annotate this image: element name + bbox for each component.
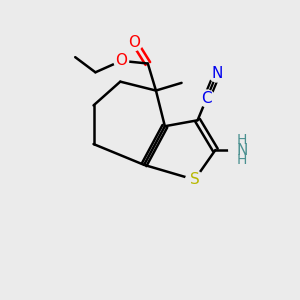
Text: H: H	[237, 153, 247, 167]
Text: O: O	[128, 34, 140, 50]
Text: N: N	[211, 66, 223, 81]
Circle shape	[114, 53, 129, 68]
Circle shape	[229, 138, 253, 162]
Circle shape	[126, 34, 143, 50]
Text: N: N	[236, 142, 248, 158]
Text: O: O	[115, 53, 127, 68]
Circle shape	[198, 90, 215, 107]
Text: S: S	[190, 172, 200, 187]
Text: C: C	[201, 91, 212, 106]
Circle shape	[209, 65, 225, 82]
Circle shape	[186, 171, 203, 189]
Text: H: H	[237, 133, 247, 147]
